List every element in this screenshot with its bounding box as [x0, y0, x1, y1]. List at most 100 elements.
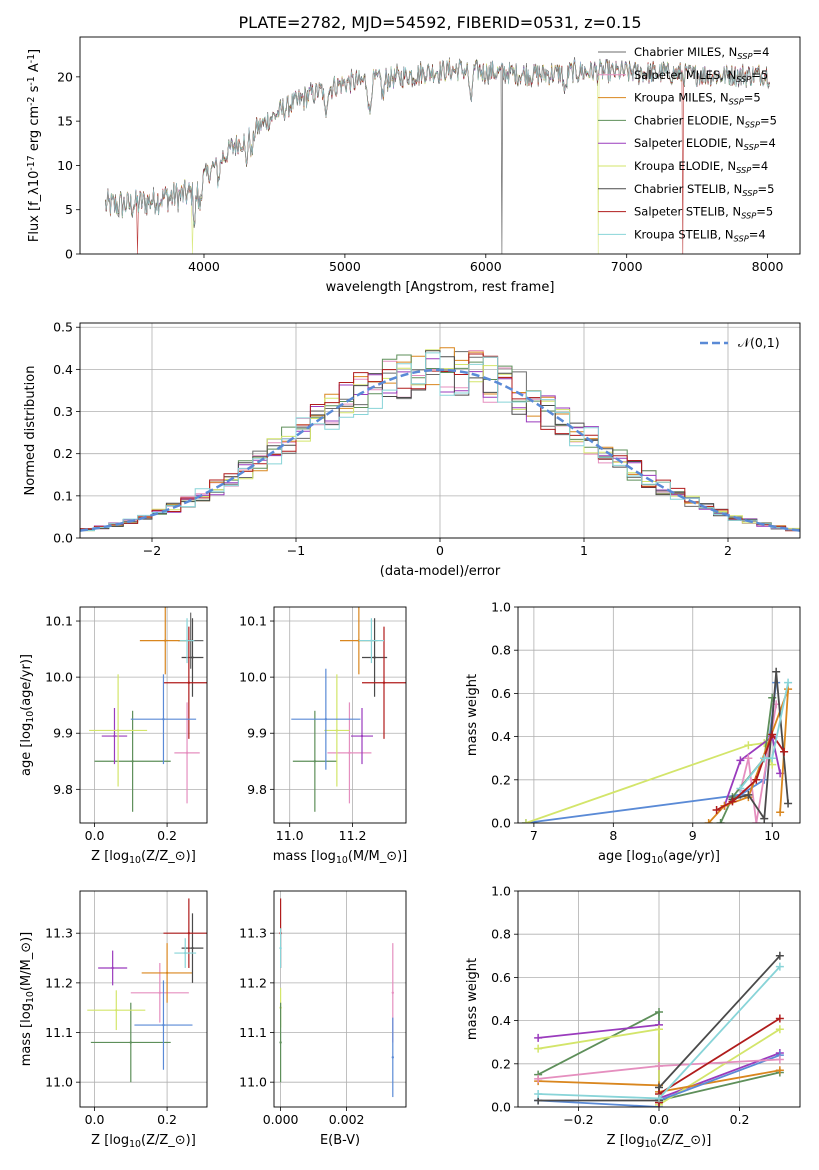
- y-tick-label: 10.0: [239, 670, 267, 685]
- y-tick-label: 0.4: [491, 729, 511, 744]
- weight-marker: [736, 784, 745, 793]
- legend-label: Salpeter STELIB, NSSP=5: [634, 205, 773, 221]
- x-axis-label: age [log10(age/yr)]: [598, 849, 720, 866]
- label-span: A: [27, 63, 42, 76]
- label-span: mass [log: [273, 849, 336, 864]
- y-axis-label: mass [log10(M/M_⊙)]: [19, 932, 36, 1067]
- legend-label-sub: SSP: [741, 211, 756, 221]
- label-span: age [log: [19, 723, 34, 776]
- legend-label-value: =4: [759, 136, 776, 150]
- label-span: (Z/Z_⊙)]: [141, 849, 196, 864]
- weight-marker: [655, 1025, 663, 1034]
- y-tick-label: 0: [65, 247, 73, 262]
- spectrum-line-8: [105, 59, 770, 226]
- data-point: [324, 718, 328, 721]
- x-tick-label: −0.2: [563, 1112, 593, 1127]
- data-point: [158, 991, 162, 994]
- weight-marker: [784, 799, 793, 808]
- weight-marker: [772, 667, 781, 676]
- x-tick-label: 0: [436, 543, 444, 558]
- histogram-series-8: [80, 352, 800, 531]
- label-span: (age/yr)]: [663, 849, 720, 864]
- data-point: [131, 760, 134, 763]
- y-tick-label: 0.0: [53, 531, 73, 546]
- y-axis-label: mass weight: [465, 958, 480, 1040]
- y-tick-label: 9.9: [247, 726, 267, 741]
- weight-marker: [776, 808, 785, 817]
- x-tick-label: −1: [287, 543, 305, 558]
- legend-label-text: Chabrier ELODIE, N: [634, 113, 745, 127]
- legend-label-value: =5: [757, 182, 774, 196]
- label-span: Z [log: [91, 849, 129, 864]
- x-tick-label: 0.0: [85, 1112, 105, 1127]
- x-tick-label: 7: [530, 828, 538, 843]
- plot-area-age-vs-Z: [89, 607, 207, 812]
- label-span: Z [log: [607, 1133, 645, 1148]
- weight-marker: [744, 754, 753, 763]
- data-point: [360, 734, 364, 738]
- x-tick-label: 0.2: [157, 1112, 177, 1127]
- weight-marker: [784, 678, 793, 687]
- legend-label-text: Kroupa ELODIE, N: [634, 159, 736, 173]
- y-tick-label: 0.4: [53, 362, 73, 377]
- weight-marker: [716, 819, 725, 823]
- legend-label-sub: SSP: [737, 51, 752, 61]
- legend-label: 𝒩(0,1): [738, 335, 780, 350]
- weight-marker: [655, 1061, 663, 1070]
- y-tick-label: 0.8: [491, 643, 511, 658]
- axes-mass-vs-ebv: 0.000 0.002 11.0 11.1 11.2 11.3 E(B-V): [239, 890, 407, 1148]
- y-tick-label: 0.8: [491, 927, 511, 942]
- weight-line: [723, 735, 781, 806]
- axes-frame: [79, 322, 801, 539]
- y-tick-label: 0.6: [491, 970, 511, 985]
- label-span: mass [log: [19, 1003, 34, 1066]
- legend-label: Chabrier MILES, NSSP=4: [634, 45, 769, 61]
- label-span: erg cm: [27, 106, 42, 155]
- x-tick-label: 11.2: [339, 828, 367, 843]
- label-span: 10: [25, 991, 36, 1003]
- x-tick-label: 0.000: [263, 1112, 299, 1127]
- data-point: [111, 966, 114, 970]
- plot-area-spectrum: [105, 57, 771, 254]
- weight-marker: [775, 1066, 784, 1075]
- data-point: [185, 751, 189, 755]
- y-tick-label: 10.0: [45, 670, 73, 685]
- axes-mass-vs-Z: 0.0 0.211.011.111.211.3Z [log10(Z/Z_⊙)]ma…: [19, 890, 208, 1150]
- label-span: 10: [336, 855, 348, 866]
- x-axis-label: Z [log10(Z/Z_⊙)]: [607, 1133, 712, 1150]
- data-point: [162, 1023, 165, 1027]
- weight-marker: [752, 819, 761, 823]
- y-tick-label: 10.1: [45, 614, 73, 629]
- data-point: [185, 639, 189, 642]
- y-tick-label: 15: [57, 114, 73, 129]
- axes-frame: [273, 606, 407, 824]
- plot-area-mass-vs-Z: [87, 898, 207, 1083]
- axes-frame: [273, 890, 407, 1108]
- x-tick-label: 0.0: [649, 1112, 669, 1127]
- label-span: 10: [651, 855, 663, 866]
- label-span: -17: [26, 155, 37, 170]
- label-span: Flux [f_λ10: [27, 171, 42, 243]
- axes-frame: [79, 890, 208, 1108]
- x-axis-label: E(B-V): [320, 1133, 360, 1148]
- label-span: Normed distribution: [23, 366, 38, 496]
- plot-area-residual-hist: [80, 347, 800, 532]
- y-tick-label: 11.1: [45, 1025, 73, 1040]
- legend-label-sub: SSP: [729, 97, 744, 107]
- x-tick-label: 11.0: [276, 828, 304, 843]
- x-tick-label: 8: [609, 828, 617, 843]
- x-tick-label: 1: [580, 543, 588, 558]
- weight-line: [525, 682, 778, 823]
- weight-marker: [744, 790, 753, 799]
- y-tick-label: 9.8: [53, 782, 73, 797]
- y-tick-label: 11.1: [239, 1025, 267, 1040]
- label-span: mass weight: [465, 958, 480, 1040]
- y-tick-label: 11.2: [239, 975, 267, 990]
- x-axis-label: wavelength [Angstrom, rest frame]: [326, 280, 555, 295]
- x-tick-label: 0.002: [329, 1112, 365, 1127]
- figure-title: PLATE=2782, MJD=54592, FIBERID=0531, z=0…: [238, 13, 641, 32]
- legend-label: Salpeter ELODIE, NSSP=4: [634, 136, 776, 152]
- label-span: 10: [25, 711, 36, 723]
- y-tick-label: 5: [65, 202, 73, 217]
